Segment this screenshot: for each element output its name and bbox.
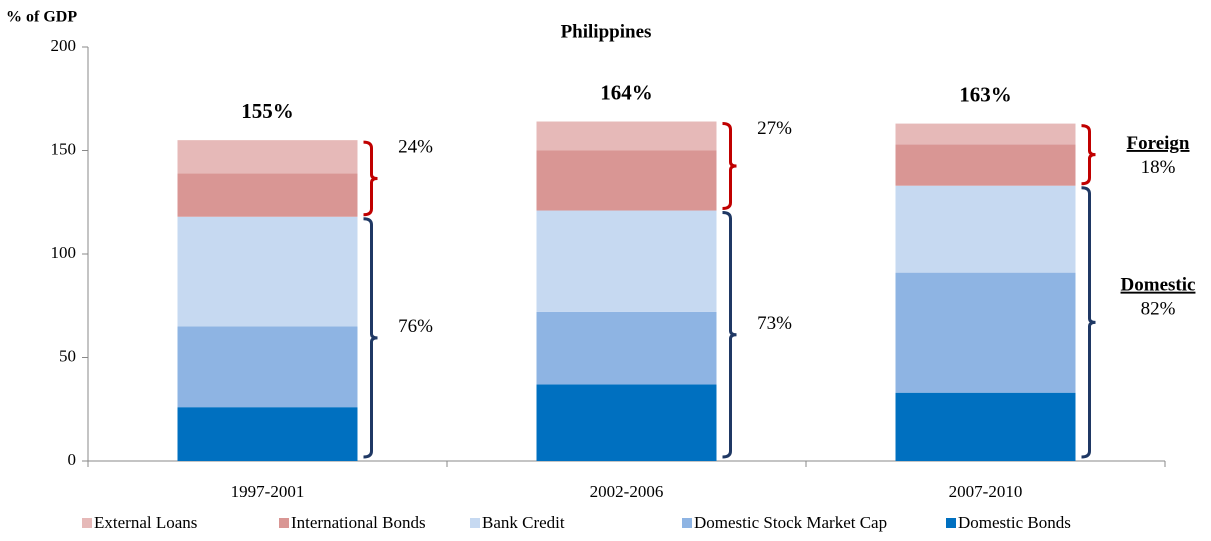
domestic-share: 82%: [1141, 299, 1176, 320]
bar-segment: [536, 121, 717, 151]
bar-segment: [177, 173, 358, 217]
y-tick-label: 50: [59, 346, 76, 365]
y-tick-label: 150: [51, 139, 77, 158]
bar-segment: [895, 272, 1076, 393]
bar-segment: [895, 392, 1076, 461]
legend-label: International Bonds: [291, 513, 426, 532]
bar-segment: [895, 123, 1076, 145]
domestic-brace: [722, 211, 737, 459]
legend-swatch: [279, 518, 289, 528]
x-tick-label: 2007-2010: [949, 482, 1023, 501]
foreign-brace: [1081, 124, 1096, 186]
y-tick-label: 100: [51, 243, 77, 262]
domestic-label: Domestic: [1121, 275, 1196, 296]
foreign-share: 24%: [398, 137, 433, 158]
bar-segment: [536, 311, 717, 385]
foreign-label: Foreign: [1127, 133, 1190, 154]
total-label: 155%: [241, 99, 294, 123]
bar-segment: [177, 407, 358, 461]
bar-segment: [177, 326, 358, 408]
x-tick-label: 1997-2001: [231, 482, 305, 501]
domestic-brace: [363, 217, 378, 459]
legend-label: Domestic Stock Market Cap: [694, 513, 887, 532]
x-tick-label: 2002-2006: [590, 482, 664, 501]
domestic-share: 73%: [757, 313, 792, 334]
domestic-brace: [1081, 186, 1096, 459]
chart-title: Philippines: [561, 21, 652, 42]
domestic-share: 76%: [398, 316, 433, 337]
bar-segment: [536, 150, 717, 211]
bar-segment: [177, 216, 358, 327]
bar-segment: [895, 185, 1076, 273]
foreign-brace: [363, 140, 378, 217]
legend-label: External Loans: [94, 513, 197, 532]
legend-swatch: [470, 518, 480, 528]
bar-segment: [536, 210, 717, 312]
y-tick-label: 0: [68, 450, 77, 469]
total-label: 163%: [959, 82, 1012, 106]
legend-swatch: [682, 518, 692, 528]
legend-swatch: [946, 518, 956, 528]
legend-label: Domestic Bonds: [958, 513, 1071, 532]
y-axis-label: % of GDP: [6, 9, 77, 26]
bar-segment: [536, 384, 717, 461]
bar-segment: [177, 140, 358, 174]
y-tick-label: 200: [51, 36, 77, 55]
total-label: 164%: [600, 80, 653, 104]
bar-segment: [895, 144, 1076, 186]
foreign-brace: [722, 122, 737, 211]
foreign-share: 27%: [757, 118, 792, 139]
legend-label: Bank Credit: [482, 513, 565, 532]
legend-swatch: [82, 518, 92, 528]
foreign-share: 18%: [1141, 157, 1176, 178]
